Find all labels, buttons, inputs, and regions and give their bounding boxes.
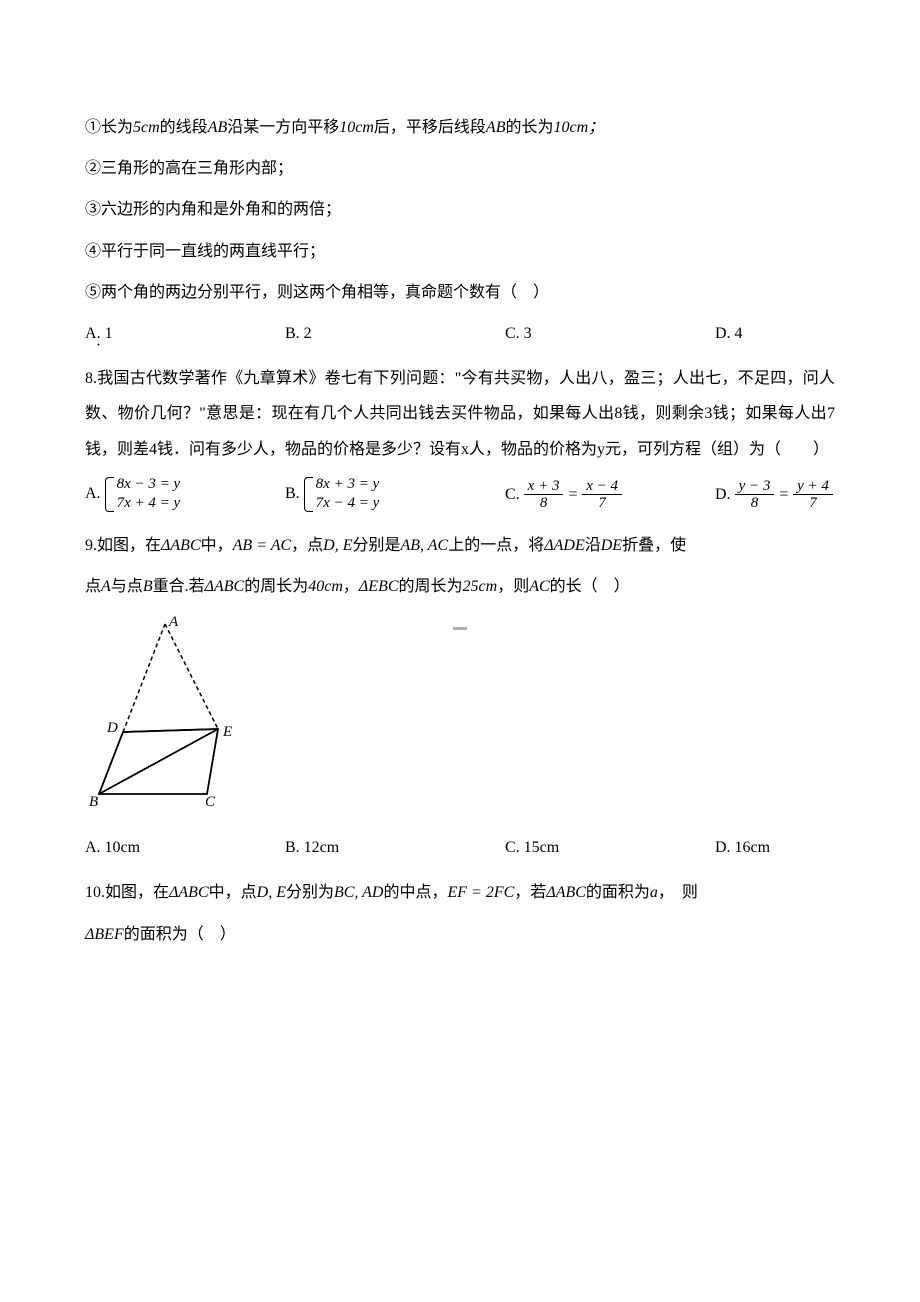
fraction: x + 38 bbox=[524, 478, 564, 512]
text: 10cm； bbox=[553, 119, 604, 136]
option-d: D. y − 38 = y + 47 bbox=[715, 477, 835, 512]
question-8-text: 8.我国古代数学著作《九章算术》卷七有下列问题："今有共买物，人出八，盈三；人出… bbox=[85, 361, 835, 467]
question-10-line2: ΔBEF的面积为（ ） bbox=[85, 917, 835, 952]
text: 10cm bbox=[339, 119, 374, 136]
option-b: B. 12cm bbox=[285, 830, 505, 865]
val: 1 bbox=[101, 325, 113, 342]
option-a: A. 10cm bbox=[85, 830, 285, 865]
question-10-line1: 10.如图，在ΔABC中，点D, E分别为BC, AD的中点，EF = 2FC，… bbox=[85, 875, 835, 910]
eq-row: 8x + 3 = y bbox=[316, 475, 380, 495]
label-d: D bbox=[106, 720, 118, 736]
question-9-line2: 点A与点B重合.若ΔABC的周长为40cm，ΔEBC的周长为25cm，则AC的长… bbox=[85, 569, 835, 604]
fraction: x − 47 bbox=[582, 478, 622, 512]
equation-system: 8x + 3 = y 7x − 4 = y bbox=[304, 475, 380, 514]
label: A. bbox=[85, 485, 101, 502]
triangle-diagram: A D E B C bbox=[85, 614, 835, 822]
text: 沿某一方向平移 bbox=[227, 119, 339, 136]
statement-5: ⑤两个角的两边分别平行，则这两个角相等，真命题个数有（ ） bbox=[85, 275, 835, 310]
text: 5cm bbox=[133, 119, 160, 136]
label: A bbox=[85, 325, 97, 342]
equals: = bbox=[567, 486, 582, 503]
option-b: B. 8x + 3 = y 7x − 4 = y bbox=[285, 475, 505, 514]
label-a: A bbox=[168, 614, 179, 630]
statement-1: ①长为5cm的线段AB沿某一方向平移10cm后，平移后线段AB的长为10cm； bbox=[85, 110, 835, 145]
text: 的长为 bbox=[505, 119, 553, 136]
question-9-options: A. 10cm B. 12cm C. 15cm D. 16cm bbox=[85, 830, 835, 865]
var-ab: AB bbox=[486, 119, 506, 136]
label: D. bbox=[715, 486, 731, 503]
option-a: A. 8x − 3 = y 7x + 4 = y bbox=[85, 475, 285, 514]
option-a: A. 1 bbox=[85, 316, 285, 351]
equation-system: 8x − 3 = y 7x + 4 = y bbox=[105, 475, 181, 514]
statement-2: ②三角形的高在三角形内部； bbox=[85, 151, 835, 186]
eq-row: 7x − 4 = y bbox=[316, 494, 380, 514]
question-8-options: A. 8x − 3 = y 7x + 4 = y B. 8x + 3 = y 7… bbox=[85, 475, 835, 514]
var-ab: AB bbox=[208, 119, 228, 136]
option-c: C. 15cm bbox=[505, 830, 715, 865]
fraction: y + 47 bbox=[793, 478, 833, 512]
text: 后，平移后线段 bbox=[374, 119, 486, 136]
equals: = bbox=[778, 486, 793, 503]
option-c: C. 3 bbox=[505, 316, 715, 351]
question-7-options: A. 1 B. 2 C. 3 D. 4 bbox=[85, 316, 835, 351]
eq-row: 8x − 3 = y bbox=[117, 475, 181, 495]
eq-row: 7x + 4 = y bbox=[117, 494, 181, 514]
option-b: B. 2 bbox=[285, 316, 505, 351]
triangle-svg: A D E B C bbox=[85, 614, 255, 809]
label: C. bbox=[505, 486, 520, 503]
dot: . bbox=[97, 316, 101, 351]
label: B. bbox=[285, 485, 300, 502]
text: 的线段 bbox=[160, 119, 208, 136]
option-d: D. 4 bbox=[715, 316, 835, 351]
statement-4: ④平行于同一直线的两直线平行； bbox=[85, 234, 835, 269]
statement-3: ③六边形的内角和是外角和的两倍； bbox=[85, 192, 835, 227]
option-d: D. 16cm bbox=[715, 830, 835, 865]
page-mark-icon bbox=[453, 627, 467, 630]
label-b: B bbox=[89, 794, 98, 809]
option-c: C. x + 38 = x − 47 bbox=[505, 477, 715, 512]
label-e: E bbox=[222, 724, 232, 740]
fraction: y − 38 bbox=[735, 478, 775, 512]
question-9-line1: 9.如图，在ΔABC中，AB = AC，点D, E分别是AB, AC上的一点，将… bbox=[85, 528, 835, 563]
text: ①长为 bbox=[85, 119, 133, 136]
label-c: C bbox=[205, 794, 216, 809]
